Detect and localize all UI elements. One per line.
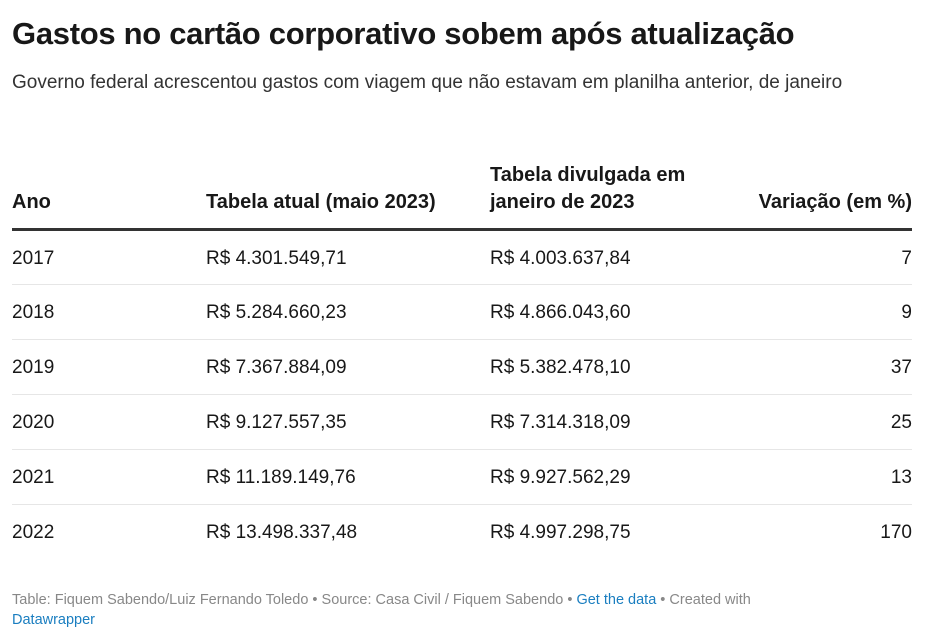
cell-variacao: 37 [752, 339, 912, 395]
cell-variacao: 9 [752, 284, 912, 340]
cell-tabela-janeiro: R$ 9.927.562,29 [490, 449, 752, 505]
cell-tabela-janeiro: R$ 7.314.318,09 [490, 394, 752, 450]
cell-variacao: 25 [752, 394, 912, 450]
cell-tabela-atual: R$ 5.284.660,23 [206, 284, 490, 340]
cell-tabela-atual: R$ 11.189.149,76 [206, 449, 490, 505]
cell-ano: 2021 [12, 449, 206, 505]
cell-tabela-atual: R$ 9.127.557,35 [206, 394, 490, 450]
cell-ano: 2022 [12, 522, 55, 544]
cell-tabela-janeiro: R$ 4.003.637,84 [490, 229, 752, 285]
cell-tabela-atual: R$ 4.301.549,71 [206, 229, 490, 285]
table-row: 2018 R$ 5.284.660,23 R$ 4.866.043,60 9 [12, 284, 912, 340]
cell-tabela-janeiro: R$ 4.997.298,75 [490, 522, 631, 544]
chart-title: Gastos no cartão corporativo sobem após … [12, 16, 795, 51]
table-row: 2020 R$ 9.127.557,35 R$ 7.314.318,09 25 [12, 394, 912, 450]
table-row: 2021 R$ 11.189.149,76 R$ 9.927.562,29 13 [12, 449, 912, 505]
table-row: 2019 R$ 7.367.884,09 R$ 5.382.478,10 37 [12, 339, 912, 395]
cell-variacao: 7 [752, 229, 912, 285]
footer-separator: • [563, 592, 577, 608]
table-credit: Table: Fiquem Sabendo/Luiz Fernando Tole… [12, 592, 309, 608]
cell-variacao: 13 [752, 449, 912, 505]
get-the-data-link[interactable]: Get the data [576, 592, 657, 608]
table-row: 2022 R$ 13.498.337,48 R$ 4.997.298,75 17… [12, 505, 912, 560]
table-row: 2017 R$ 4.301.549,71 R$ 4.003.637,84 7 [12, 229, 912, 285]
cell-tabela-janeiro: R$ 5.382.478,10 [490, 339, 752, 395]
column-header-tabela-janeiro[interactable]: Tabela divulgada em janeiro de 2023 [490, 158, 752, 231]
footer-separator: • [308, 592, 322, 608]
cell-variacao: 170 [880, 522, 912, 544]
column-header-ano[interactable]: Ano [12, 158, 206, 231]
cell-ano: 2017 [12, 229, 206, 285]
cell-ano: 2020 [12, 394, 206, 450]
datawrapper-link[interactable]: Datawrapper [12, 612, 96, 628]
cell-tabela-janeiro: R$ 4.866.043,60 [490, 284, 752, 340]
footer-notes: Table: Fiquem Sabendo/Luiz Fernando Tole… [12, 590, 892, 630]
cell-ano: 2018 [12, 284, 206, 340]
column-header-variacao[interactable]: Variação (em %) [752, 158, 912, 231]
data-table: Ano Tabela atual (maio 2023) Tabela divu… [12, 158, 912, 560]
chart-subtitle: Governo federal acrescentou gastos com v… [12, 72, 843, 93]
footer-separator: • [656, 592, 670, 608]
column-header-tabela-atual[interactable]: Tabela atual (maio 2023) [206, 158, 490, 231]
cell-ano: 2019 [12, 339, 206, 395]
cell-tabela-atual: R$ 7.367.884,09 [206, 339, 490, 395]
created-with-text: Created with [669, 592, 751, 608]
source-credit: Source: Casa Civil / Fiquem Sabendo [321, 592, 564, 608]
cell-tabela-atual: R$ 13.498.337,48 [206, 522, 358, 544]
table-header-row: Ano Tabela atual (maio 2023) Tabela divu… [12, 158, 912, 231]
